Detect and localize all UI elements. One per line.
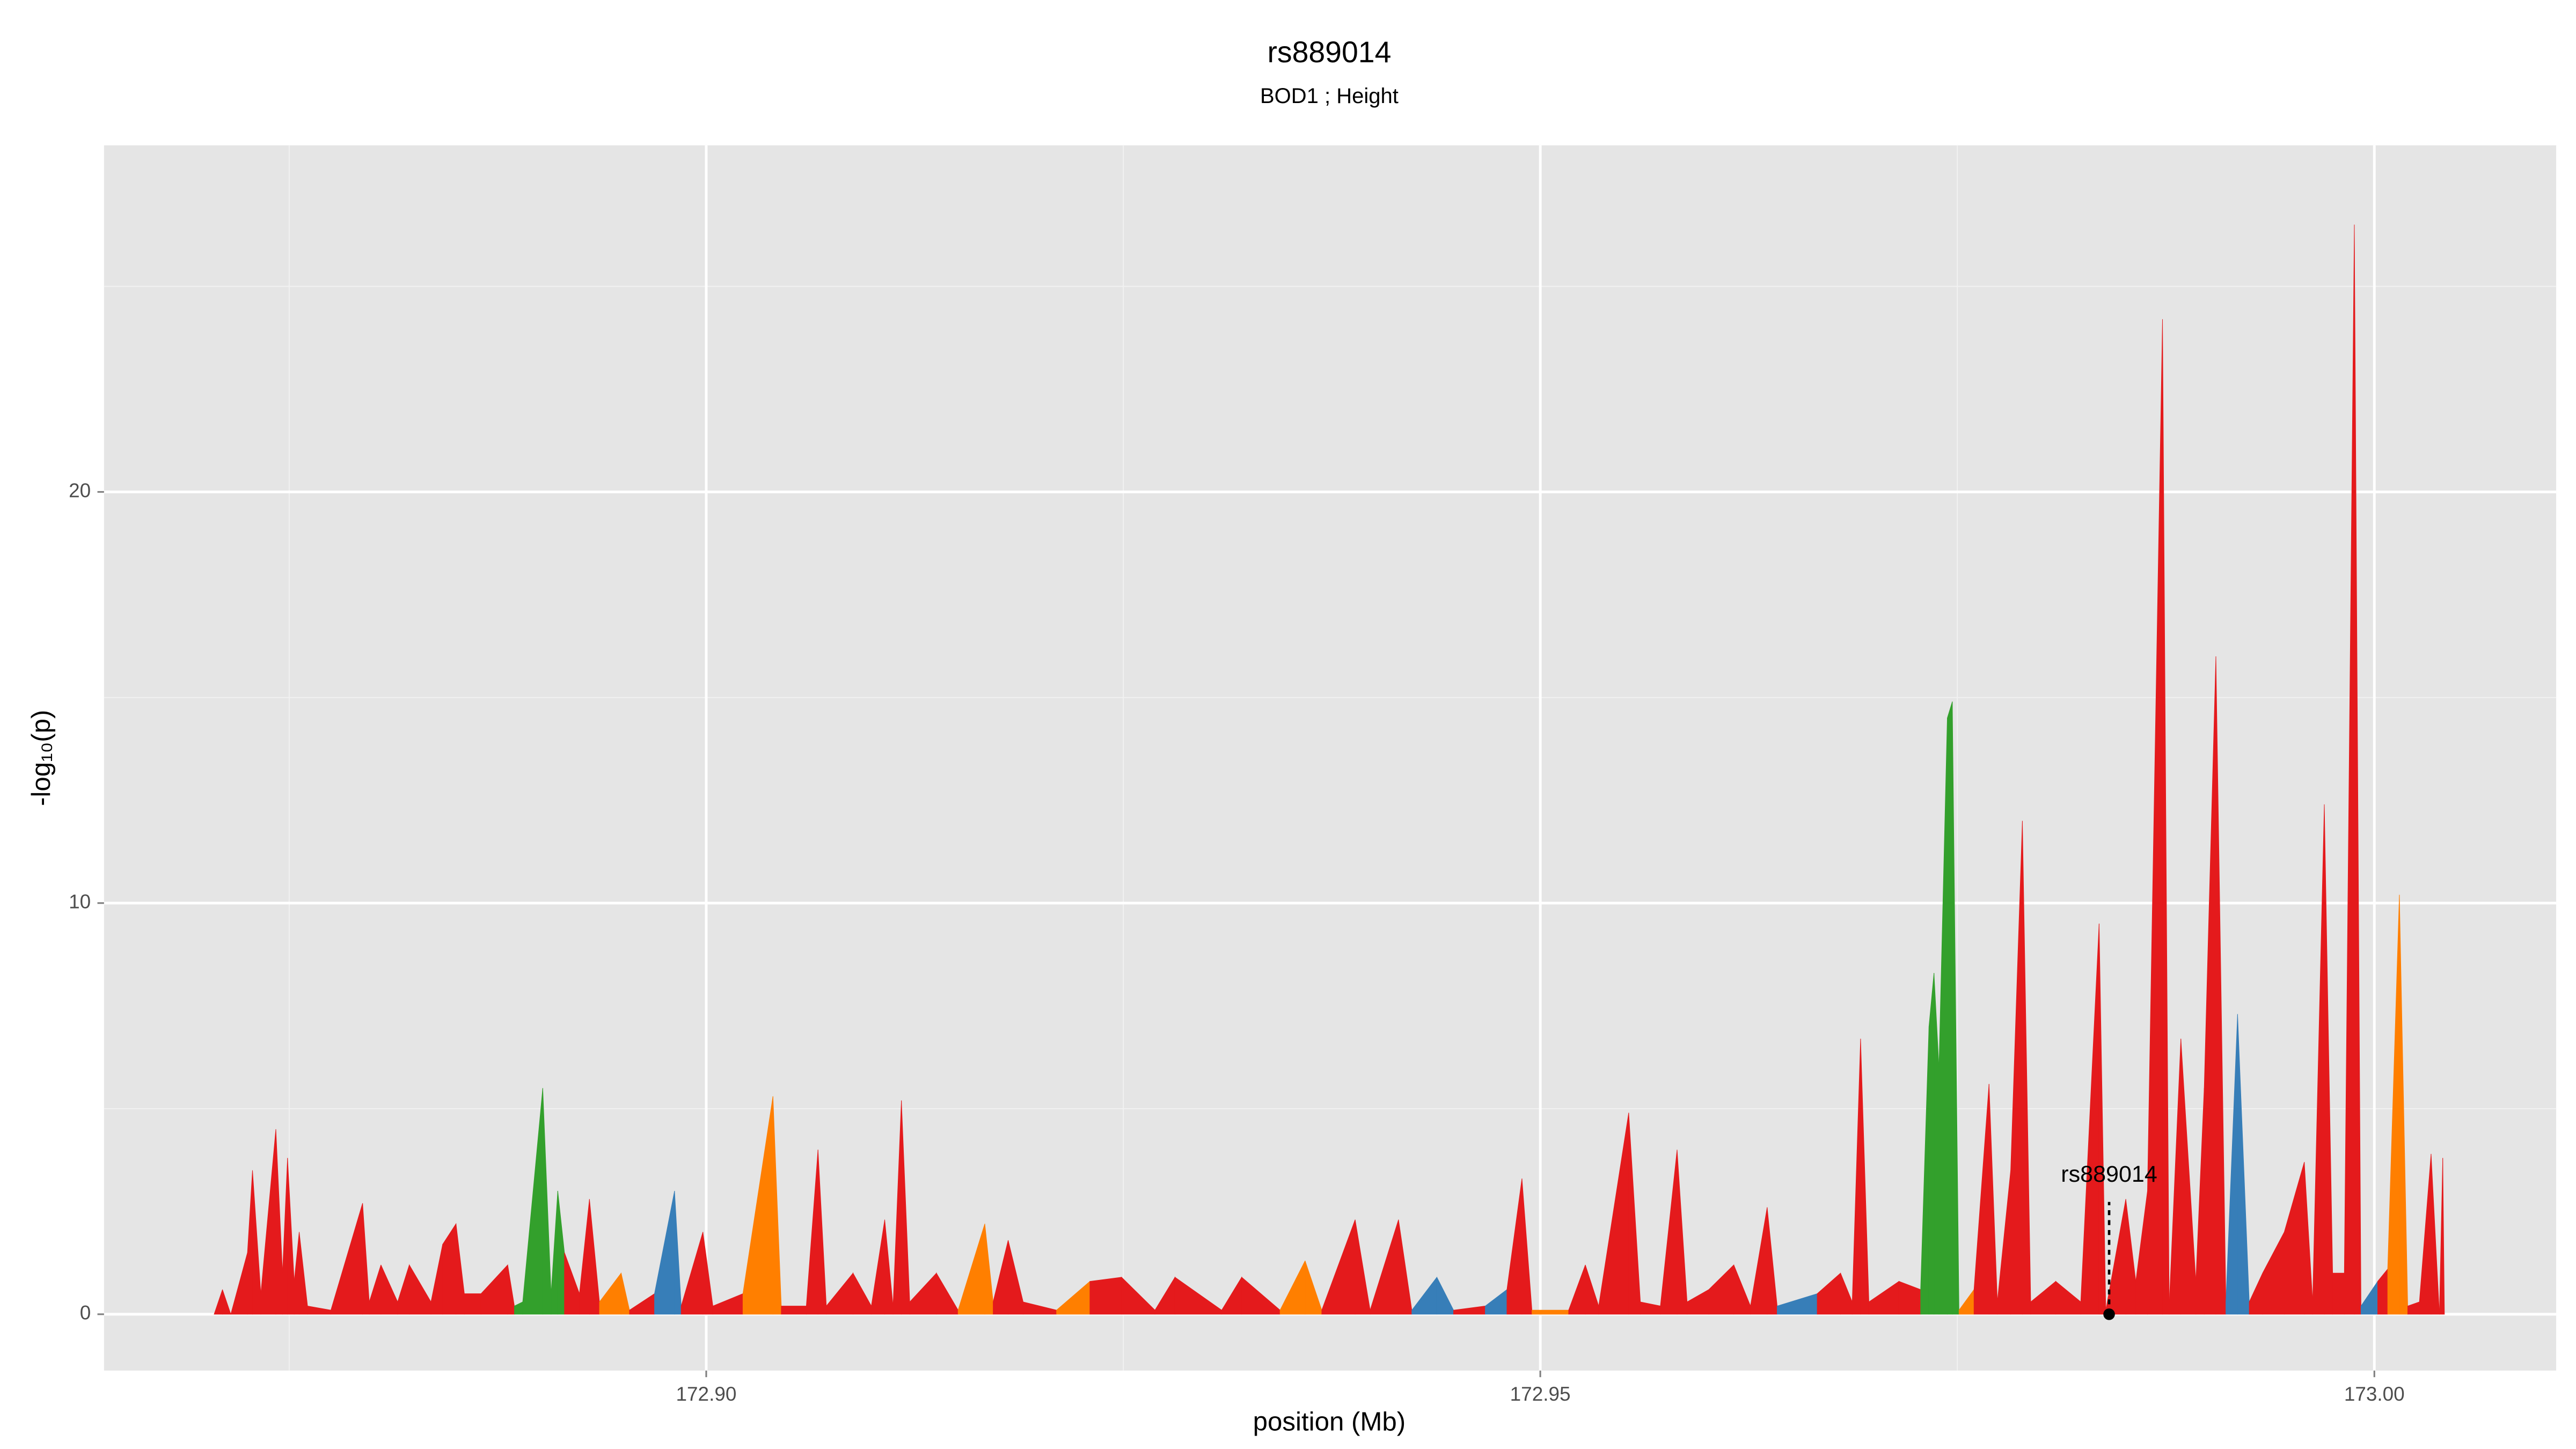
plot-panel bbox=[104, 145, 2557, 1371]
area-segment bbox=[2332, 1272, 2345, 1315]
area-segment bbox=[2442, 1158, 2445, 1315]
area-segment bbox=[222, 1289, 231, 1315]
annotation-label: rs889014 bbox=[2061, 1161, 2157, 1187]
x-tick-label: 173.00 bbox=[2344, 1383, 2405, 1405]
chart-title: rs889014 bbox=[1267, 35, 1391, 69]
annotation-point bbox=[2103, 1308, 2115, 1320]
chart-subtitle: BOD1 ; Height bbox=[1260, 84, 1399, 108]
x-axis-label: position (Mb) bbox=[1253, 1407, 1406, 1436]
area-segment bbox=[1928, 972, 1935, 1315]
y-tick-label: 10 bbox=[69, 891, 91, 913]
x-tick-label: 172.95 bbox=[1510, 1383, 1571, 1405]
area-segment bbox=[2431, 1154, 2440, 1315]
area-segment bbox=[464, 1293, 481, 1315]
area-segment bbox=[1947, 701, 1953, 1315]
area-segment bbox=[781, 1306, 807, 1315]
area-segment bbox=[1089, 1277, 1122, 1315]
y-tick-label: 0 bbox=[80, 1302, 91, 1324]
y-tick-label: 20 bbox=[69, 479, 91, 501]
area-segment bbox=[1532, 1309, 1569, 1315]
y-axis-label: -log₁₀(p) bbox=[26, 710, 56, 806]
x-tick-label: 172.90 bbox=[676, 1383, 737, 1405]
area-series bbox=[214, 224, 2445, 1315]
